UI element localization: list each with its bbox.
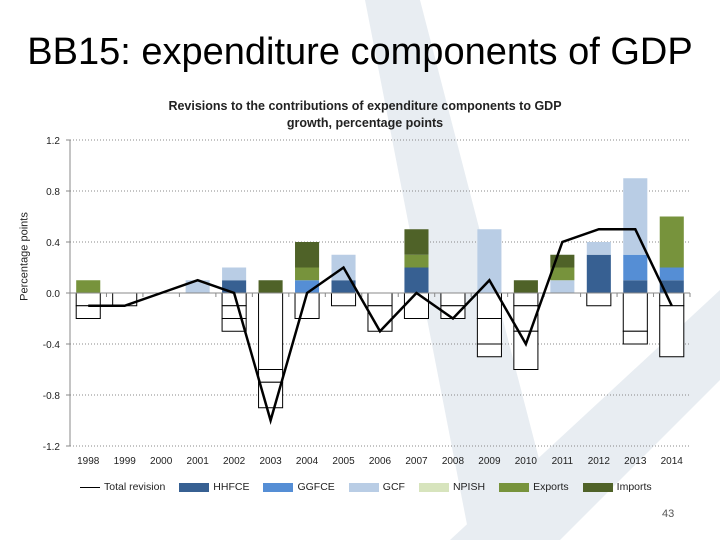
bar-exports-2007 xyxy=(404,254,429,268)
legend-item-exports: Exports xyxy=(499,481,569,493)
bar-npish-2013 xyxy=(622,292,648,332)
y-tick-label: 0.4 xyxy=(46,238,60,249)
bar-ggfce-2009 xyxy=(476,318,502,345)
x-tick-label: 2004 xyxy=(296,456,319,467)
legend-label: Exports xyxy=(533,481,569,493)
x-tick-label: 2010 xyxy=(515,456,538,467)
bar-imports-2003 xyxy=(258,280,283,293)
x-tick-label: 2006 xyxy=(369,456,392,467)
bar-exports-1998 xyxy=(76,280,101,293)
slide-title: BB15: expenditure components of GDP xyxy=(27,31,693,73)
bar-imports-2002 xyxy=(221,318,247,332)
legend-item-gcf: GCF xyxy=(348,481,405,493)
bar-hhfce-2013 xyxy=(623,280,648,293)
x-tick-label: 2003 xyxy=(259,456,282,467)
bar-imports-2007 xyxy=(404,229,429,255)
bar-hhfce-2005 xyxy=(331,280,356,293)
legend-label: GCF xyxy=(382,481,405,493)
bar-exports-2004 xyxy=(295,267,320,281)
legend-label: GGFCE xyxy=(297,481,335,493)
bar-hhfce-2010 xyxy=(513,292,539,307)
bar-hhfce-2003 xyxy=(258,292,284,370)
legend-swatch xyxy=(348,482,379,492)
bar-exports-2013 xyxy=(622,330,648,345)
bar-hhfce-2014 xyxy=(659,280,684,293)
bar-gcf-2010 xyxy=(513,330,539,370)
y-tick-label: -1.2 xyxy=(43,442,61,453)
x-tick-label: 2005 xyxy=(332,456,355,467)
x-tick-label: 1999 xyxy=(114,456,137,467)
y-tick-label: 0.0 xyxy=(46,289,60,300)
legend-item-ggfce: GGFCE xyxy=(263,481,335,493)
bar-ggfce-2014 xyxy=(659,267,684,281)
bar-gcf-2009 xyxy=(477,229,502,293)
bar-gcf-2012 xyxy=(586,242,611,255)
bar-npish-2009 xyxy=(476,343,502,358)
bar-gcf-2002 xyxy=(222,267,247,281)
bar-npish-2014 xyxy=(659,305,685,358)
legend: Total revision HHFCE GGFCE GCF NPISH Exp… xyxy=(80,481,666,493)
legend-swatch xyxy=(499,482,530,492)
bar-hhfce-2012 xyxy=(586,254,611,293)
y-tick-label: 1.2 xyxy=(46,136,60,147)
legend-swatch xyxy=(263,482,294,492)
y-tick-label: 0.8 xyxy=(46,187,60,198)
bar-exports-2014 xyxy=(659,216,684,268)
x-tick-label: 2013 xyxy=(624,456,647,467)
bar-ggfce-2003 xyxy=(258,369,284,383)
bar-imports-1998 xyxy=(75,305,101,319)
y-tick-label: -0.8 xyxy=(43,391,61,402)
legend-item-imports: Imports xyxy=(582,481,652,493)
bar-gcf-2007 xyxy=(403,292,430,319)
bar-hhfce-1998 xyxy=(75,292,101,307)
bar-npish-2012 xyxy=(586,292,612,307)
x-tick-label: 1998 xyxy=(77,456,100,467)
legend-swatch xyxy=(179,482,210,492)
legend-swatch xyxy=(418,482,449,492)
x-tick-label: 2001 xyxy=(187,456,210,467)
legend-item-npish: NPISH xyxy=(418,481,486,493)
bar-exports-2011 xyxy=(550,267,575,281)
x-tick-label: 2008 xyxy=(442,456,465,467)
bar-imports-2004 xyxy=(295,242,320,268)
bar-hhfce-2007 xyxy=(404,267,429,293)
bar-gcf-2011 xyxy=(550,280,575,293)
page-number: 43 xyxy=(662,508,675,520)
bar-hhfce-2006 xyxy=(367,292,393,307)
legend-label: Total revision xyxy=(104,481,166,493)
bar-imports-2010 xyxy=(513,280,538,293)
legend-swatch xyxy=(582,482,613,492)
chart-title: Revisions to the contributions of expend… xyxy=(168,99,562,130)
legend-label: NPISH xyxy=(452,481,486,493)
bar-npish-2005 xyxy=(330,292,357,307)
x-tick-label: 2009 xyxy=(478,456,501,467)
legend-label: Imports xyxy=(616,481,652,493)
x-tick-label: 2007 xyxy=(405,456,428,467)
bar-ggfce-2013 xyxy=(623,254,648,281)
x-tick-label: 2014 xyxy=(661,456,684,467)
x-tick-label: 2002 xyxy=(223,456,246,467)
legend-item-hhfce: HHFCE xyxy=(179,481,249,493)
x-tick-label: 2011 xyxy=(552,456,574,467)
bar-gcf-2013 xyxy=(623,178,648,255)
bar-npish-2002 xyxy=(221,305,247,319)
x-tick-label: 2012 xyxy=(588,456,611,467)
y-tick-label: -0.4 xyxy=(43,340,61,351)
bar-hhfce-2008 xyxy=(440,292,466,307)
legend-line-swatch xyxy=(80,486,100,488)
x-tick-label: 2000 xyxy=(150,456,173,467)
legend-label: HHFCE xyxy=(213,481,250,493)
legend-item-total: Total revision xyxy=(80,481,165,493)
